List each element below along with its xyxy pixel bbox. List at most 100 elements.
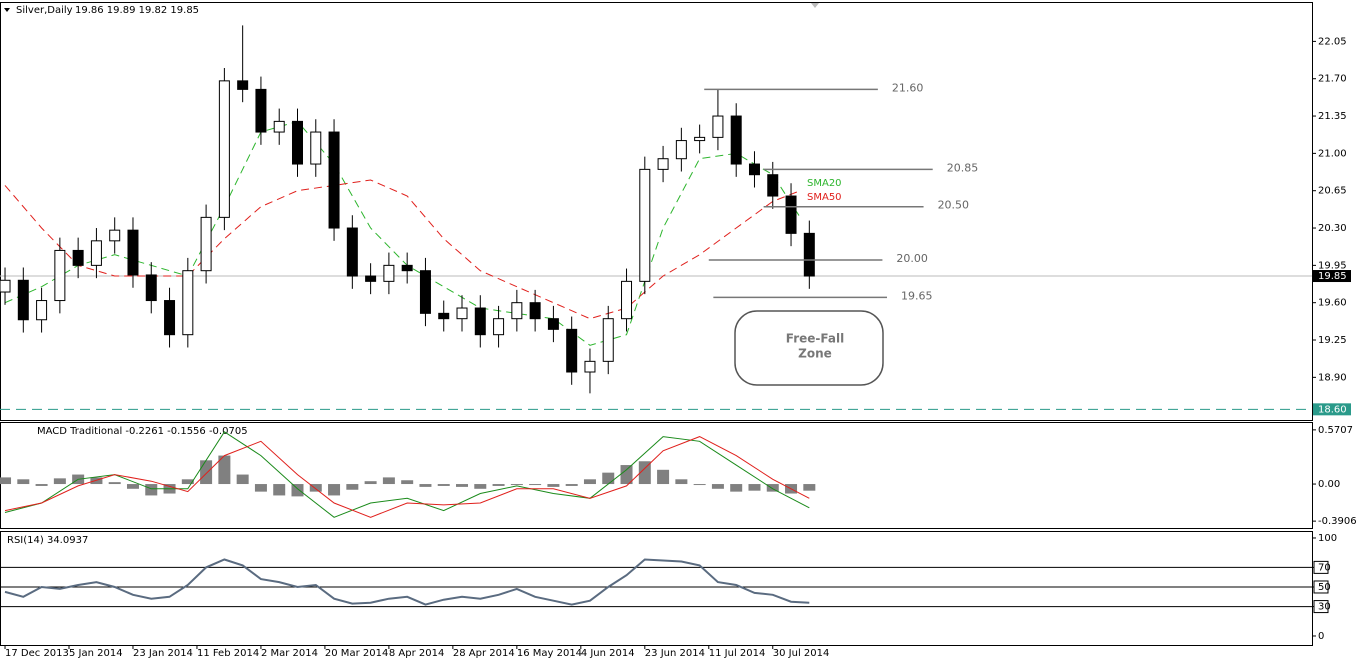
- histogram-bar: [638, 461, 651, 485]
- histogram-bar: [17, 479, 30, 485]
- histogram-bar: [529, 484, 542, 486]
- candle-body: [90, 240, 102, 266]
- histogram-bar: [510, 484, 523, 486]
- candle-body: [566, 328, 578, 373]
- x-tick-label: 23 Jan 2014: [133, 648, 193, 659]
- x-tick-label: 17 Dec 2013: [5, 648, 69, 659]
- candle-body: [748, 163, 760, 176]
- series-label: SMA50: [807, 192, 842, 203]
- y-tick-label: 21.00: [1318, 148, 1347, 159]
- histogram-bar: [766, 484, 779, 492]
- histogram-bar: [748, 484, 761, 491]
- candle-body: [310, 131, 322, 165]
- x-tick-label: 8 Apr 2014: [389, 648, 444, 659]
- support-box: [1313, 403, 1351, 416]
- candle-body: [767, 174, 779, 197]
- y-tick-box: [1313, 580, 1329, 594]
- histogram-bar: [328, 484, 341, 496]
- y-tick-label: -0.3906: [1318, 516, 1356, 527]
- y-tick-label: 70: [1318, 562, 1331, 573]
- x-tick-label: 4 Jun 2014: [581, 648, 635, 659]
- candle-body: [36, 300, 48, 321]
- x-tick-label: 11 Feb 2014: [197, 648, 259, 659]
- histogram-bar: [35, 484, 48, 486]
- candle-body: [365, 275, 377, 282]
- macd-line: [4, 436, 810, 518]
- candle-body: [237, 80, 249, 90]
- candle-body: [0, 279, 11, 293]
- histogram-bar: [145, 484, 158, 496]
- candle-body: [730, 115, 742, 165]
- histogram-bar: [401, 480, 414, 485]
- candle-body: [218, 80, 230, 218]
- histogram-bar: [382, 477, 395, 485]
- candle-body: [511, 302, 523, 320]
- rsi-title: RSI(14) 34.0937: [7, 535, 88, 546]
- candle-body: [602, 318, 614, 362]
- candle-body: [328, 131, 340, 229]
- histogram-bar: [693, 484, 706, 486]
- candle-body: [182, 270, 194, 336]
- y-tick-label: 0: [1318, 631, 1324, 642]
- histogram-bar: [474, 484, 487, 489]
- histogram-bar: [53, 478, 66, 485]
- candle-body: [785, 195, 797, 234]
- price-pane: [0, 2, 1313, 421]
- histogram-bar: [126, 484, 139, 489]
- candle-body: [200, 216, 212, 272]
- candle-body: [419, 270, 431, 314]
- x-tick-label: 16 May 2014: [517, 648, 582, 659]
- series-label: SMA20: [807, 178, 842, 189]
- candle-body: [547, 318, 559, 330]
- rsi-pane: [0, 531, 1313, 646]
- candle-body: [17, 279, 29, 321]
- histogram-bar: [437, 484, 450, 486]
- candle-body: [675, 140, 687, 160]
- histogram-bar: [547, 484, 560, 487]
- menu-arrow: [4, 8, 10, 12]
- rsi-line: [4, 558, 810, 606]
- level-label: 20.85: [947, 161, 979, 174]
- x-tick-label: 5 Jan 2014: [69, 648, 123, 659]
- histogram-bar: [711, 484, 724, 489]
- x-tick-label: 11 Jul 2014: [709, 648, 766, 659]
- histogram-bar: [620, 465, 633, 485]
- y-tick-label: 21.70: [1318, 74, 1347, 85]
- candle-body: [474, 307, 486, 336]
- histogram-bar: [291, 484, 304, 497]
- histogram-bar: [254, 484, 267, 492]
- candle-body: [401, 264, 413, 272]
- x-tick-label: 30 Jul 2014: [773, 648, 830, 659]
- macd-line: [4, 431, 810, 518]
- y-tick-label: 50: [1318, 582, 1331, 593]
- candle-body: [657, 158, 669, 170]
- histogram-bar: [273, 484, 286, 496]
- macd-pane: [0, 422, 1313, 529]
- y-tick-label: 20.30: [1318, 223, 1347, 234]
- histogram-bar: [200, 460, 213, 485]
- x-tick-label: 28 Apr 2014: [453, 648, 515, 659]
- histogram-bar: [602, 472, 615, 485]
- histogram-bar: [419, 484, 432, 487]
- y-tick-label: 18.90: [1318, 372, 1347, 383]
- candle-body: [529, 302, 541, 320]
- y-tick-box: [1313, 560, 1329, 574]
- candle-body: [255, 88, 267, 133]
- annotation-text: Free-Fall: [786, 332, 844, 346]
- histogram-bar: [583, 479, 596, 485]
- candle-body: [72, 249, 84, 266]
- y-tick-label: 21.35: [1318, 111, 1347, 122]
- candle-body: [346, 227, 358, 277]
- histogram-bar: [456, 484, 469, 487]
- histogram-bar: [236, 474, 249, 485]
- histogram-bar: [0, 477, 12, 485]
- x-tick-label: 2 Mar 2014: [261, 648, 318, 659]
- sma-line: [4, 179, 801, 320]
- current-price-label: 19.85: [1318, 271, 1347, 282]
- level-label: 20.00: [896, 252, 928, 265]
- histogram-bar: [218, 455, 231, 485]
- candle-body: [621, 280, 633, 320]
- histogram-bar: [492, 484, 505, 486]
- histogram-bar: [364, 481, 377, 485]
- candle-body: [145, 274, 157, 302]
